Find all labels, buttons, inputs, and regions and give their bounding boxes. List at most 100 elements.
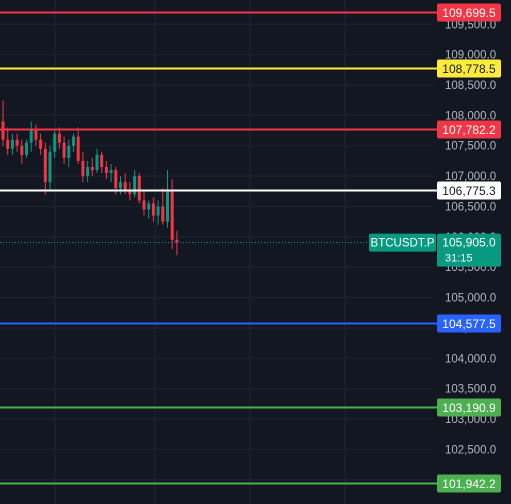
candle <box>53 130 57 158</box>
candle <box>67 139 71 167</box>
candle-body <box>95 154 99 171</box>
price-level[interactable]: 101,942.2 <box>0 474 501 493</box>
price-level[interactable]: 109,699.5 <box>0 3 501 22</box>
candle-body <box>34 130 38 140</box>
candle-body <box>48 151 52 183</box>
candle-body <box>109 170 113 174</box>
candle-body <box>133 176 137 195</box>
candle-body <box>104 166 108 174</box>
price-level[interactable]: 108,778.5 <box>0 59 501 78</box>
price-level[interactable]: 107,782.2 <box>0 120 501 139</box>
candle <box>137 173 141 204</box>
candle-body <box>147 203 151 210</box>
candle-body <box>166 191 169 222</box>
candle-body <box>39 139 43 149</box>
price-level-label: 107,782.2 <box>442 123 496 137</box>
candle <box>62 136 66 164</box>
candle <box>76 127 80 164</box>
last-price-marker: BTCUSDT.P 105,905.0 31:15 <box>369 233 501 267</box>
candle-body <box>175 239 179 243</box>
price-level-badge <box>437 474 501 493</box>
candle-body <box>123 182 127 192</box>
candle <box>142 191 146 216</box>
candle-body <box>72 136 75 146</box>
candle <box>151 197 155 222</box>
candle-body <box>29 130 33 143</box>
candle-body <box>53 133 57 152</box>
candle <box>6 127 10 155</box>
candle <box>20 139 24 164</box>
candle-body <box>1 121 5 140</box>
candle-body <box>114 170 118 189</box>
last-price-badge <box>437 233 501 267</box>
candle-body <box>100 154 104 167</box>
candle-body <box>62 142 66 158</box>
candle <box>109 163 113 183</box>
candle <box>81 151 85 183</box>
candle <box>15 133 19 152</box>
price-tick-label: 103,000.0 <box>445 414 496 426</box>
candle-body <box>43 148 47 183</box>
price-levels[interactable]: 109,699.5 108,778.5 107,782.2 106,775.3 104,… <box>0 3 501 493</box>
candle-body <box>81 160 85 177</box>
candle <box>95 148 99 174</box>
countdown-label: 31:15 <box>445 253 473 265</box>
price-tick-label: 103,500.0 <box>445 384 496 396</box>
candle-body <box>57 133 61 143</box>
candle-body <box>76 136 80 161</box>
horizontal-grid <box>0 23 433 481</box>
candle-body <box>137 176 141 201</box>
candle <box>57 127 61 149</box>
candle <box>104 160 108 180</box>
candle <box>10 133 14 155</box>
price-level-label: 109,699.5 <box>442 6 496 20</box>
price-level[interactable]: 103,190.9 <box>0 398 501 417</box>
candle-body <box>15 139 19 146</box>
candle <box>147 200 151 219</box>
candle-body <box>142 200 146 210</box>
candle <box>90 157 94 177</box>
candle-body <box>6 139 10 149</box>
price-level-badge <box>437 120 501 139</box>
candle-body <box>128 191 132 195</box>
price-level-badge <box>437 314 501 333</box>
price-level-label: 104,577.5 <box>442 317 496 331</box>
candle <box>100 151 104 174</box>
candle <box>39 133 43 155</box>
candle <box>133 170 137 198</box>
candle-body <box>151 203 155 216</box>
symbol-badge <box>369 233 436 252</box>
price-tick-label: 107,500.0 <box>445 141 496 153</box>
candle <box>25 139 28 158</box>
vertical-grid <box>54 0 346 504</box>
candle <box>34 124 38 146</box>
candle <box>166 170 169 228</box>
price-tick-label: 104,000.0 <box>445 353 496 365</box>
price-level-label: 101,942.2 <box>442 477 496 491</box>
candle <box>48 145 52 192</box>
candle-body <box>90 166 94 171</box>
price-level-label: 108,778.5 <box>442 62 496 76</box>
candle-body <box>10 139 14 149</box>
price-level-badge <box>437 59 501 78</box>
candle-body <box>161 206 165 222</box>
price-tick-label: 108,500.0 <box>445 80 496 92</box>
candle <box>175 230 179 256</box>
price-tick-label: 109,000.0 <box>445 50 496 62</box>
price-tick-label: 102,500.0 <box>445 444 496 456</box>
price-level[interactable]: 104,577.5 <box>0 314 501 333</box>
candle <box>161 188 165 225</box>
price-level-badge <box>437 3 501 22</box>
symbol-label: BTCUSDT.P <box>371 238 435 250</box>
candle <box>156 200 160 225</box>
price-level-badge <box>437 181 501 200</box>
price-tick-label: 107,000.0 <box>445 171 496 183</box>
price-level-badge <box>437 398 501 417</box>
candle <box>72 133 75 152</box>
candle <box>1 100 5 146</box>
price-level[interactable]: 106,775.3 <box>0 181 501 200</box>
last-price-label: 105,905.0 <box>442 236 496 250</box>
candle-body <box>156 206 160 216</box>
